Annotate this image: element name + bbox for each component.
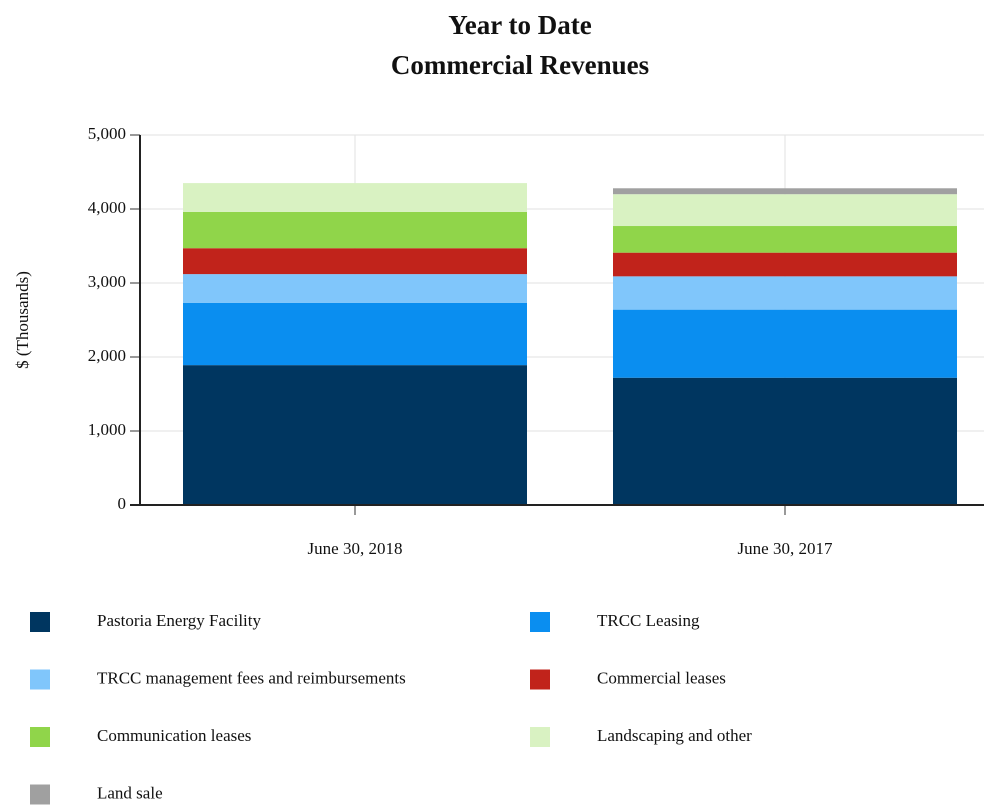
legend-swatch <box>530 727 550 747</box>
bar-segment <box>183 365 527 505</box>
chart-title: Commercial Revenues <box>391 50 649 80</box>
x-tick-label: June 30, 2018 <box>308 539 403 558</box>
bar-segment <box>613 252 957 277</box>
bar-segment <box>613 188 957 195</box>
bar-segment <box>183 211 527 249</box>
bar-segment <box>183 183 527 212</box>
bar-segment <box>613 194 957 227</box>
y-tick-label: 4,000 <box>88 198 126 217</box>
y-tick-label: 0 <box>118 494 127 513</box>
x-tick-label: June 30, 2017 <box>738 539 833 558</box>
y-tick-label: 3,000 <box>88 272 126 291</box>
bar-segment <box>183 274 527 303</box>
y-tick-label: 1,000 <box>88 420 126 439</box>
bar-segment <box>613 309 957 378</box>
legend-swatch <box>30 727 50 747</box>
bar-segment <box>613 226 957 253</box>
legend-label: TRCC management fees and reimbursements <box>97 668 406 687</box>
legend-label: Pastoria Energy Facility <box>97 611 261 630</box>
legend-label: Commercial leases <box>597 668 726 687</box>
bar-segment <box>183 302 527 366</box>
y-tick-label: 2,000 <box>88 346 126 365</box>
legend-label: Communication leases <box>97 726 251 745</box>
y-axis-label: $ (Thousands) <box>13 271 32 369</box>
legend-swatch <box>30 784 50 805</box>
bar-segment <box>183 248 527 275</box>
legend-label: Landscaping and other <box>597 726 752 745</box>
chart-title: Year to Date <box>448 10 591 40</box>
legend-swatch <box>30 669 50 690</box>
legend-label: Land sale <box>97 783 163 802</box>
legend-swatch <box>530 669 550 690</box>
legend-swatch <box>530 612 550 632</box>
legend-label: TRCC Leasing <box>597 611 700 630</box>
y-tick-label: 5,000 <box>88 124 126 143</box>
bar-segment <box>613 377 957 505</box>
bar-segment <box>613 276 957 310</box>
legend-swatch <box>30 612 50 632</box>
